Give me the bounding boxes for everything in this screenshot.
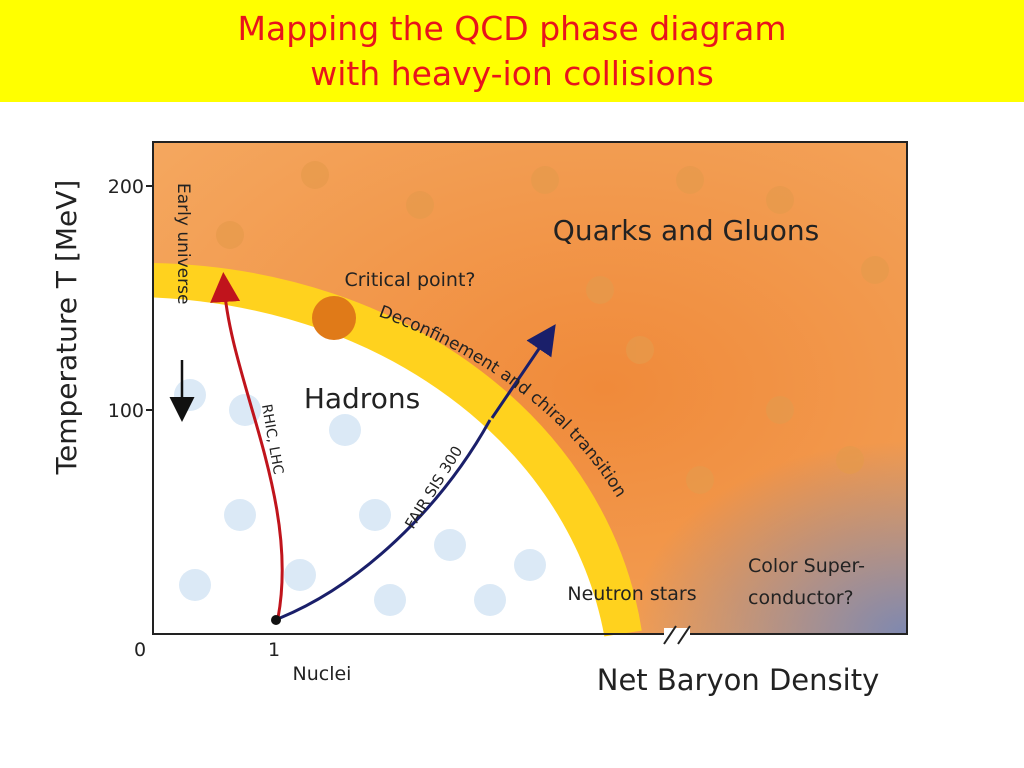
- frame: [152, 141, 908, 635]
- decoration: [174, 379, 546, 616]
- diagram: Quarks and Gluons Hadrons Critical point…: [50, 141, 908, 697]
- title-line: with heavy-ion collisions: [310, 54, 714, 93]
- x-tick-caption: Nuclei: [293, 663, 352, 685]
- axis-break-marks: [663, 625, 691, 645]
- region-label: conductor?: [748, 587, 854, 609]
- x-tick-label: 1: [268, 639, 280, 661]
- y-tick-label: 100: [108, 400, 144, 422]
- tick-marks: [146, 185, 153, 411]
- path-label: Early universe: [173, 183, 193, 304]
- header-band: [0, 0, 1024, 102]
- transition-band: [152, 263, 642, 638]
- region-label: Neutron stars: [567, 583, 696, 605]
- region-label: Color Super-: [748, 555, 865, 577]
- x-axis-label: Net Baryon Density: [597, 663, 879, 697]
- y-axis-label: Temperature T [MeV]: [50, 180, 83, 476]
- y-tick-label: 0: [134, 639, 146, 661]
- hadron-region: [139, 297, 606, 646]
- y-tick-label: 200: [108, 176, 144, 198]
- critical-point: [312, 296, 356, 340]
- region-label: Quarks and Gluons: [553, 214, 819, 247]
- mask: [139, 142, 153, 642]
- region-label: Hadrons: [304, 382, 420, 415]
- title-line: Mapping the QCD phase diagram: [238, 9, 787, 48]
- nuclei-point: [271, 615, 281, 625]
- rhic-lhc-arrow: [210, 272, 284, 619]
- critical-point-label: Critical point?: [344, 269, 475, 291]
- fair-arrow: [279, 334, 549, 620]
- decoration: [216, 161, 889, 494]
